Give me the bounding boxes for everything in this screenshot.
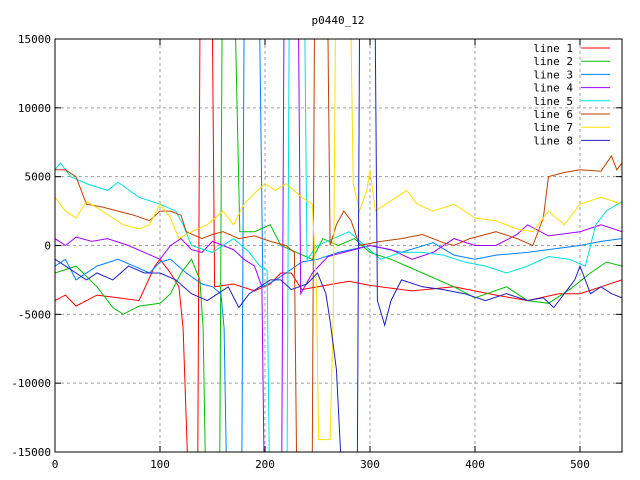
legend-label-8: line 8 <box>533 134 573 147</box>
series-line-3 <box>55 39 622 452</box>
legend-label-6: line 6 <box>533 108 573 121</box>
axes: 0 100 200 300 400 500 -15000 -10000 -5000 0 5000 10… <box>11 33 622 471</box>
series-line-5 <box>55 39 622 452</box>
series-line-6 <box>55 39 622 452</box>
y-tick-label: -5000 <box>18 308 51 321</box>
x-tick-label: 500 <box>570 458 590 471</box>
y-tick-label: -15000 <box>11 446 51 459</box>
series-line-4 <box>55 39 622 452</box>
x-tick-label: 300 <box>360 458 380 471</box>
y-tick-label: 5000 <box>25 171 52 184</box>
x-tick-label: 400 <box>465 458 485 471</box>
legend-label-2: line 2 <box>533 55 573 68</box>
legend-label-3: line 3 <box>533 68 573 81</box>
plot-border <box>54 38 623 453</box>
series-line-8 <box>55 39 622 452</box>
x-tick-label: 100 <box>150 458 170 471</box>
x-tick-label: 0 <box>52 458 59 471</box>
y-tick-label: 15000 <box>18 33 51 46</box>
series-line-1 <box>55 39 622 452</box>
legend-label-4: line 4 <box>533 82 573 95</box>
legend-label-1: line 1 <box>533 42 573 55</box>
legend-label-5: line 5 <box>533 95 573 108</box>
x-tick-label: 200 <box>255 458 275 471</box>
y-tick-label: 10000 <box>18 102 51 115</box>
series-line-7 <box>55 39 622 441</box>
legend-label-7: line 7 <box>533 121 573 134</box>
series-lines <box>55 39 622 452</box>
series-line-2 <box>55 39 622 452</box>
y-tick-label: -10000 <box>11 377 51 390</box>
chart-title: p0440_12 <box>312 14 365 27</box>
y-tick-label: 0 <box>44 240 51 253</box>
